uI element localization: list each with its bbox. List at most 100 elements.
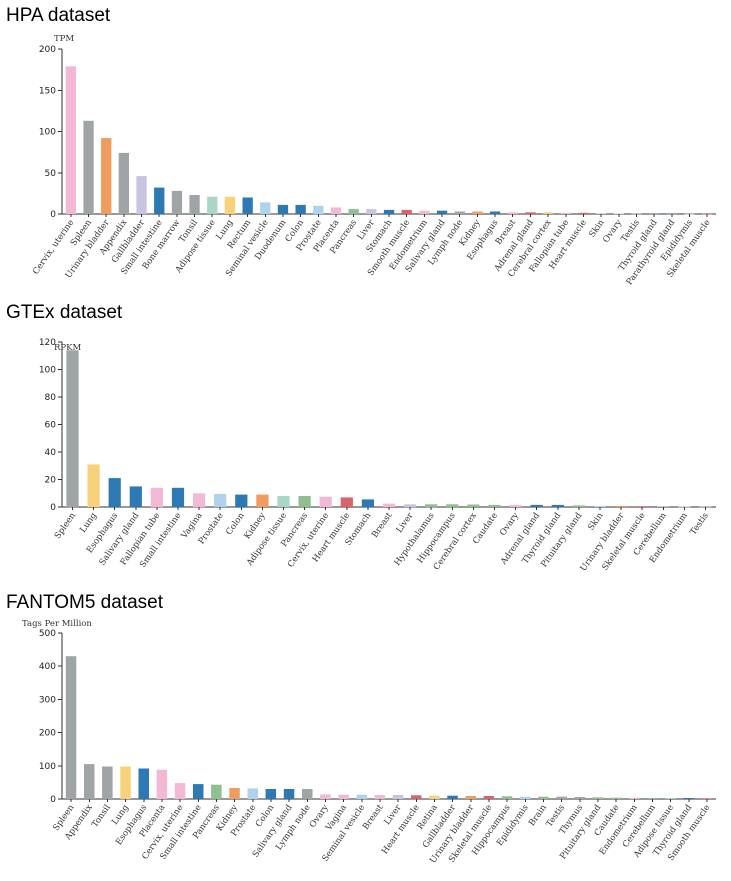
fantom5-bar-cervix-uterine[interactable] <box>174 783 186 799</box>
hpa-bar-endometrium[interactable] <box>419 210 430 214</box>
hpa-bar-breast[interactable] <box>507 212 518 214</box>
hpa-bar-appendix[interactable] <box>118 152 129 214</box>
hpa-bar-smooth-muscle[interactable] <box>401 209 412 214</box>
gtex-bar-hypothalamus[interactable] <box>425 504 438 508</box>
fantom5-bar-esophagus[interactable] <box>138 768 150 800</box>
fantom5-bar-gallbladder[interactable] <box>447 795 458 799</box>
fantom5-bar-retina[interactable] <box>429 795 440 799</box>
fantom5-bar-prostate[interactable] <box>247 788 259 799</box>
fantom5-bar-tonsil[interactable] <box>102 766 113 800</box>
fantom5-bar-thymus[interactable] <box>574 797 586 799</box>
gtex-bar-lung[interactable] <box>87 464 100 507</box>
fantom5-bar-lung[interactable] <box>120 766 131 800</box>
gtex-bar-cerebellum[interactable] <box>657 506 670 507</box>
hpa-bar-prostate[interactable] <box>313 205 324 215</box>
fantom5-bar-salivary-gland[interactable] <box>283 789 295 799</box>
gtex-bar-pituitary-gland[interactable] <box>572 505 585 507</box>
fantom5-bar-placenta[interactable] <box>156 769 168 799</box>
gtex-bar-heart-muscle[interactable] <box>340 497 353 507</box>
hpa-bar-spleen[interactable] <box>83 120 94 214</box>
fantom5-bar-small-intestine[interactable] <box>193 784 204 799</box>
hpa-bar-small-intestine[interactable] <box>154 187 165 214</box>
hpa-bar-bone-marrow[interactable] <box>171 190 183 214</box>
fantom5-bar-adipose-tissue[interactable] <box>665 798 676 799</box>
fantom5-bar-skeletal-muscle[interactable] <box>483 796 495 799</box>
fantom5-bar-smooth-muscle[interactable] <box>701 798 713 799</box>
hpa-bar-cervix-uterine[interactable] <box>65 66 76 214</box>
hpa-bar-kidney[interactable] <box>472 211 483 215</box>
fantom5-bar-seminal-vesicle[interactable] <box>356 794 368 799</box>
gtex-bar-liver[interactable] <box>404 504 417 508</box>
gtex-bar-prostate[interactable] <box>214 493 227 507</box>
hpa-bar-colon[interactable] <box>295 204 306 214</box>
gtex-bar-fallopian-tube[interactable] <box>150 487 163 508</box>
fantom5-bar-thyroid-gland[interactable] <box>683 798 695 799</box>
fantom5-bar-cerebellum[interactable] <box>647 798 658 799</box>
hpa-bar-gallbladder[interactable] <box>136 176 147 214</box>
hpa-bar-urinary-bladder[interactable] <box>101 138 112 214</box>
hpa-bar-fallopian-tube[interactable] <box>560 212 571 214</box>
fantom5-bar-ovary[interactable] <box>320 794 331 799</box>
gtex-bar-ovary[interactable] <box>509 504 522 507</box>
gtex-bar-cerebral-cortex[interactable] <box>467 504 480 508</box>
fantom5-bar-testis[interactable] <box>556 796 567 799</box>
gtex-bar-testis[interactable] <box>699 506 712 508</box>
fantom5-bar-epididymis[interactable] <box>520 796 531 799</box>
gtex-bar-endometrium[interactable] <box>678 506 691 508</box>
fantom5-bar-caudate[interactable] <box>610 797 622 799</box>
hpa-bar-adipose-tissue[interactable] <box>207 196 218 214</box>
fantom5-bar-urinary-bladder[interactable] <box>465 796 477 799</box>
fantom5-bar-pituitary-gland[interactable] <box>592 797 604 799</box>
hpa-bar-pancreas[interactable] <box>348 209 359 214</box>
hpa-bar-lymph-node[interactable] <box>454 211 465 215</box>
gtex-bar-hippocampus[interactable] <box>446 504 459 508</box>
gtex-bar-colon[interactable] <box>235 494 248 507</box>
gtex-bar-thyroid-gland[interactable] <box>551 504 564 507</box>
fantom5-bar-pancreas[interactable] <box>211 784 222 799</box>
fantom5-bar-breast[interactable] <box>374 795 386 799</box>
fantom5-bar-brain[interactable] <box>538 796 549 799</box>
hpa-bar-testis[interactable] <box>631 213 642 215</box>
hpa-bar-salivary-gland[interactable] <box>436 210 448 214</box>
hpa-bar-stomach[interactable] <box>383 209 395 214</box>
hpa-bar-placenta[interactable] <box>330 207 342 214</box>
hpa-bar-duodenum[interactable] <box>277 204 289 214</box>
hpa-bar-cerebral-cortex[interactable] <box>543 212 554 214</box>
gtex-bar-esophagus[interactable] <box>108 478 121 507</box>
gtex-bar-small-intestine[interactable] <box>171 487 185 508</box>
hpa-bar-seminal-vesicle[interactable] <box>260 202 271 214</box>
gtex-bar-adipose-tissue[interactable] <box>277 496 290 507</box>
hpa-bar-rectum[interactable] <box>242 197 253 215</box>
hpa-bar-liver[interactable] <box>366 209 377 214</box>
fantom5-bar-hippocampus[interactable] <box>501 796 513 799</box>
fantom5-bar-vagina[interactable] <box>338 794 349 799</box>
fantom5-bar-heart-muscle[interactable] <box>411 795 422 799</box>
gtex-bar-salivary-gland[interactable] <box>129 486 142 507</box>
gtex-bar-urinary-bladder[interactable] <box>614 505 628 507</box>
hpa-bar-skin[interactable] <box>596 213 607 214</box>
gtex-bar-breast[interactable] <box>382 503 396 507</box>
fantom5-bar-appendix[interactable] <box>84 764 95 799</box>
gtex-bar-pancreas[interactable] <box>298 496 311 507</box>
hpa-bar-tonsil[interactable] <box>189 195 200 214</box>
gtex-bar-stomach[interactable] <box>361 499 374 507</box>
hpa-bar-esophagus[interactable] <box>489 211 501 215</box>
fantom5-bar-liver[interactable] <box>392 795 404 799</box>
gtex-bar-spleen[interactable] <box>66 350 79 508</box>
fantom5-bar-spleen[interactable] <box>65 656 77 799</box>
hpa-bar-ovary[interactable] <box>613 213 624 215</box>
fantom5-bar-endometrium[interactable] <box>629 797 640 799</box>
hpa-bar-adrenal-gland[interactable] <box>525 212 536 214</box>
gtex-bar-caudate[interactable] <box>488 504 501 507</box>
gtex-bar-kidney[interactable] <box>256 494 269 507</box>
hpa-bar-lung[interactable] <box>224 196 236 214</box>
gtex-bar-skin[interactable] <box>593 505 606 507</box>
fantom5-bar-kidney[interactable] <box>229 788 240 799</box>
fantom5-bar-lymph-node[interactable] <box>302 789 313 799</box>
gtex-bar-skeletal-muscle[interactable] <box>636 506 649 507</box>
hpa-bar-heart-muscle[interactable] <box>578 212 589 214</box>
gtex-bar-vagina[interactable] <box>193 493 206 508</box>
gtex-bar-adrenal-gland[interactable] <box>530 504 543 507</box>
gtex-bar-cervix-uterine[interactable] <box>319 496 332 507</box>
fantom5-bar-colon[interactable] <box>265 789 277 799</box>
